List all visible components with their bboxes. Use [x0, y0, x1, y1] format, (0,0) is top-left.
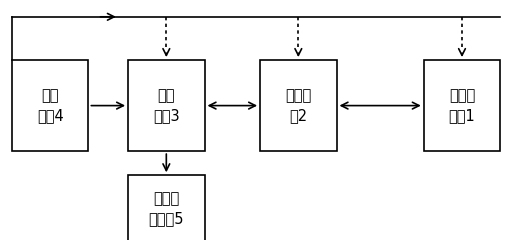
- Bar: [128, 60, 204, 151]
- Bar: [423, 60, 501, 151]
- Bar: [12, 60, 88, 151]
- Bar: [260, 60, 337, 151]
- Bar: [128, 175, 204, 240]
- Text: 数据存
储器1: 数据存 储器1: [449, 88, 475, 123]
- Text: 输入
电埴4: 输入 电埴4: [37, 88, 63, 123]
- Text: 负载执
行单元5: 负载执 行单元5: [148, 192, 184, 226]
- Text: 连接电
路2: 连接电 路2: [285, 88, 312, 123]
- Text: 主控
制器3: 主控 制器3: [153, 88, 180, 123]
